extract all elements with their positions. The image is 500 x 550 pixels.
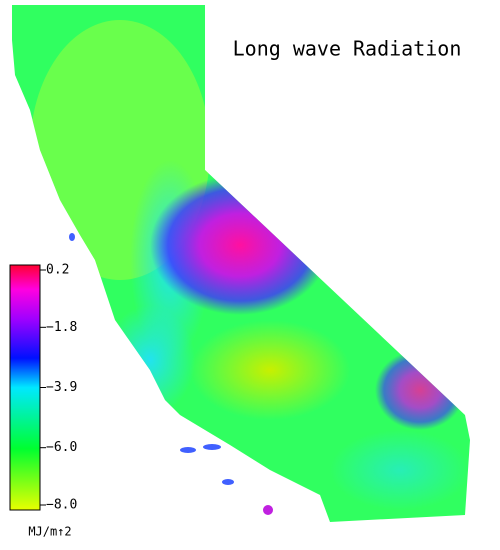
- colorbar-tick-label: −3.9: [46, 380, 77, 395]
- colorbar-tick-label: −8.0: [46, 498, 77, 513]
- colorbar-tick-label: −6.0: [46, 440, 77, 455]
- colorbar-tick-label: −1.8: [46, 320, 77, 335]
- map-title: Long wave Radiation: [233, 37, 462, 61]
- colorbar-unit: MJ/m↑2: [28, 525, 71, 539]
- colorbar: [9, 264, 41, 511]
- islands: [69, 233, 273, 515]
- colorbar-tick-label: 0.2: [46, 263, 69, 278]
